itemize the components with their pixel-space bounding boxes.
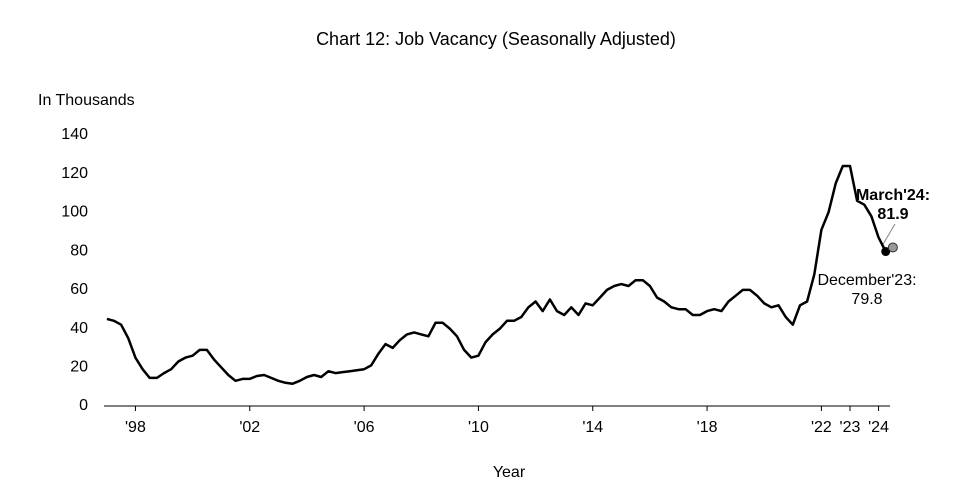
y-tick-label: 100 [61,204,88,221]
x-tick-label: '18 [697,419,718,436]
y-tick-label: 80 [70,242,88,259]
x-tick-label: '14 [582,419,603,436]
line [106,164,894,385]
y-tick-label: 60 [70,281,88,298]
leader-line [881,223,896,247]
point-marker [881,247,891,257]
y-tick-label: 40 [70,320,88,337]
annotation: March'24: [856,187,930,204]
annotation-value: 79.8 [851,291,882,308]
x-axis-label: Year [493,464,526,481]
point-marker [887,242,898,253]
x-tick-label: '10 [468,419,489,436]
x-tick-label: '22 [811,419,832,436]
y-tick-label: 20 [70,359,88,376]
y-tick-label: 140 [61,126,88,143]
x-tick-label: '02 [239,419,260,436]
x-tick-label: '06 [354,419,375,436]
y-tick-label: 120 [61,165,88,182]
x-tick-label: '24 [868,419,889,436]
x-tick-label: '98 [125,419,146,436]
x-tick-label: '23 [840,419,861,436]
annotation-value: 81.9 [877,206,908,223]
y-tick-label: 0 [79,397,88,414]
chart-title: Chart 12: Job Vacancy (Seasonally Adjust… [316,29,676,49]
y-axis-label: In Thousands [38,92,135,109]
annotation: December'23: [817,272,916,289]
